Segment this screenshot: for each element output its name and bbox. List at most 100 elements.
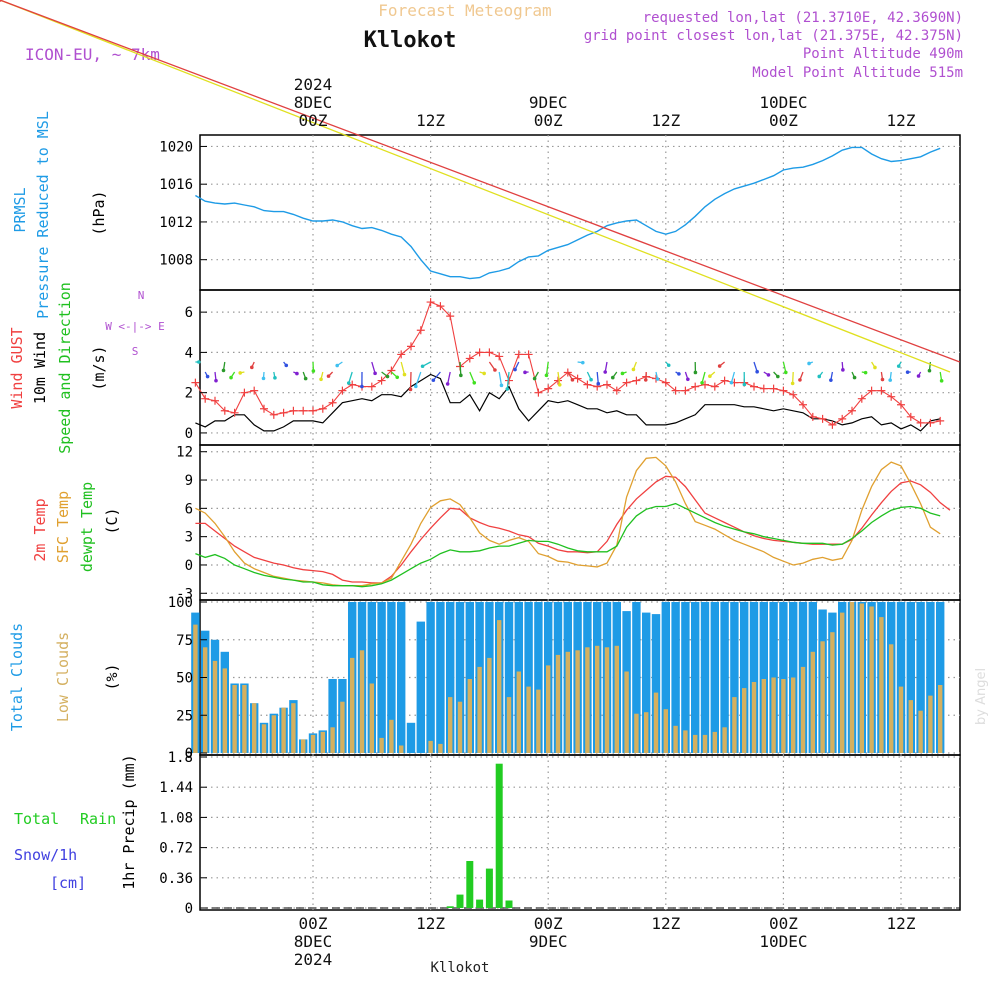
total-cloud-bar <box>759 602 768 753</box>
y-tick-label: 6 <box>185 501 193 517</box>
wind-direction-arrowhead <box>620 371 625 376</box>
y-tick-label: 9 <box>185 473 193 489</box>
wind-gust-marker <box>848 406 856 415</box>
total-cloud-bar <box>936 602 945 753</box>
wind-direction-arrowhead <box>214 378 218 383</box>
wind-gust-marker <box>789 390 798 399</box>
wind-gust-marker <box>299 406 308 415</box>
y-tick-label: 25 <box>176 708 193 724</box>
temp-unit-label: (C) <box>103 507 121 534</box>
low-cloud-bar <box>448 697 453 753</box>
y-tick-label: 0 <box>185 426 193 442</box>
wind-direction-arrowhead <box>790 381 795 386</box>
precip-unit-label: 1hr Precip (mm) <box>120 754 138 889</box>
wind-direction-arrow <box>371 361 376 374</box>
wind-gust-marker <box>377 376 386 385</box>
wind-gust-marker <box>426 298 435 307</box>
precip-snow-label: Snow/1h <box>14 846 77 864</box>
wind-10m-label: 10m Wind <box>31 332 49 404</box>
low-cloud-bar <box>320 731 325 753</box>
wind-gust-marker <box>514 350 523 359</box>
low-cloud-bar <box>575 650 580 753</box>
low-cloud-bar <box>516 671 521 753</box>
wind-direction-arrowhead <box>420 364 425 369</box>
total-cloud-bar <box>710 602 719 753</box>
bottom-time-label: 12Z <box>887 914 916 933</box>
total-cloud-bar <box>642 612 651 753</box>
wind-gust-marker <box>485 348 494 357</box>
wind-direction-arrowhead <box>229 375 233 380</box>
total-clouds-label: Total Clouds <box>8 623 26 731</box>
wind-direction-arrowhead <box>197 360 201 364</box>
watermark: by Angel <box>974 668 989 725</box>
top-time-label: 9DEC <box>529 93 568 112</box>
wind-gust-marker <box>338 386 347 395</box>
wind-gust-marker <box>250 386 259 395</box>
low-cloud-bar <box>840 612 845 753</box>
low-cloud-bar <box>722 727 727 753</box>
wind-gust-marker <box>397 350 406 359</box>
precip-snow-unit: [cm] <box>50 874 86 892</box>
low-cloud-bar <box>898 686 904 753</box>
wind-direction-arrowhead <box>852 375 857 380</box>
total-cloud-bar <box>524 602 533 753</box>
low-cloud-bar <box>242 685 247 753</box>
wind-gust-marker <box>759 384 768 393</box>
wind-direction-arrowhead <box>717 364 722 368</box>
total-cloud-bar <box>534 602 543 753</box>
pressure-unit-label: (hPa) <box>90 190 108 235</box>
wind-direction-arrowhead <box>544 373 549 378</box>
wind-gust-marker <box>750 382 758 391</box>
rain-bar <box>456 894 464 908</box>
low-cloud-bar <box>761 679 766 753</box>
low-cloud-bar <box>820 641 825 753</box>
wind-direction-arrowhead <box>238 371 243 375</box>
wind-gust-marker <box>779 386 788 395</box>
total-cloud-bar <box>465 602 474 753</box>
wind-gust-marker <box>867 386 876 395</box>
total-cloud-bar <box>700 602 710 753</box>
requested-coordinates: requested lon,lat (21.3710E, 42.3690N) <box>643 10 963 26</box>
wind-direction-arrowhead <box>610 375 615 380</box>
wind-gust-label: Wind GUST <box>8 327 26 408</box>
low-cloud-bar <box>477 666 482 753</box>
low-cloud-bar <box>859 603 864 753</box>
wind-direction-arrowhead <box>346 381 351 385</box>
low-cloud-bar <box>771 677 776 753</box>
wind-gust-marker <box>191 378 200 387</box>
y-tick-label: 100 <box>168 595 193 611</box>
top-time-label: 12Z <box>887 111 916 130</box>
wind-direction-arrowhead <box>408 387 413 392</box>
low-cloud-bar <box>546 665 551 753</box>
low-cloud-bar <box>624 671 629 753</box>
wind-direction-arrowhead <box>445 382 450 386</box>
low-cloud-bar <box>791 677 796 753</box>
wind-direction-arrow <box>506 371 510 390</box>
temp-sfc-label: SFC Temp <box>54 491 72 563</box>
wind-direction-arrowhead <box>311 369 316 373</box>
wind-gust-marker <box>318 404 327 413</box>
low-cloud-bar <box>232 685 237 753</box>
total-cloud-bar <box>416 621 425 753</box>
wind-direction-arrow <box>557 371 561 385</box>
total-cloud-bar <box>896 602 906 753</box>
wind-gust-marker <box>269 410 278 419</box>
compass-s: S <box>132 345 139 358</box>
wind-gust-marker <box>446 312 455 321</box>
wind-direction-arrowhead <box>596 381 601 386</box>
wind-direction-arrowhead <box>755 369 759 374</box>
total-cloud-bar <box>387 602 396 753</box>
wind-gust-marker <box>720 376 729 385</box>
low-cloud-bar <box>634 713 639 753</box>
total-cloud-bar <box>504 602 514 753</box>
wind-gust-marker <box>573 374 582 383</box>
wind-gust-marker <box>769 384 778 393</box>
wind-gust-marker <box>407 342 415 351</box>
wind-gust-line <box>194 301 941 426</box>
total-cloud-bar <box>926 602 935 753</box>
clouds-unit-label: (%) <box>103 663 121 690</box>
total-cloud-bar <box>681 602 690 753</box>
rain-bar <box>476 899 484 908</box>
y-tick-label: 3 <box>185 530 193 546</box>
total-cloud-bar <box>406 722 416 753</box>
